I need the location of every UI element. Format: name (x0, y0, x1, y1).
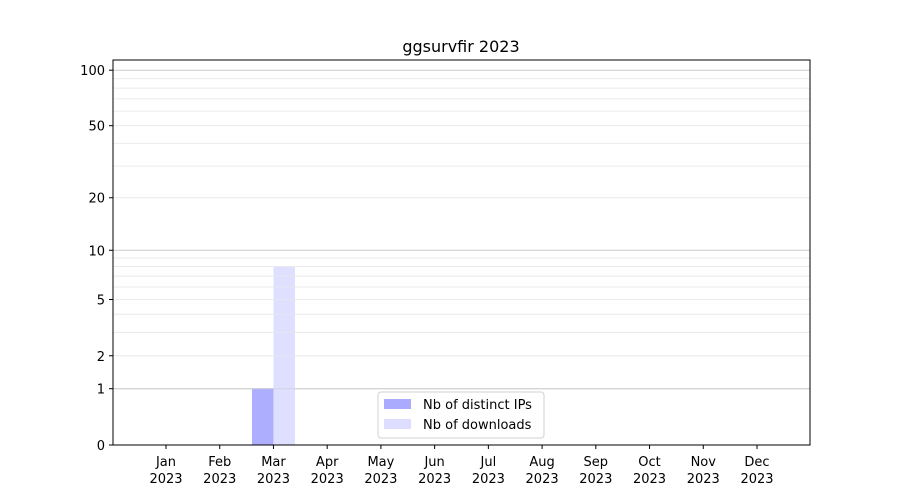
x-tick-label-month: Jun (423, 455, 444, 470)
x-tick-label-month: Mar (261, 455, 286, 470)
x-tick-label-month: Feb (208, 455, 231, 470)
x-tick-label-month: Sep (584, 455, 609, 470)
x-tick-label-month: Jul (480, 455, 497, 470)
y-tick-label: 1 (97, 383, 105, 398)
x-tick-label-year: 2023 (311, 472, 344, 487)
x-tick-label-year: 2023 (740, 472, 773, 487)
legend-box (377, 391, 545, 439)
y-tick-label: 0 (97, 439, 105, 454)
y-tick-label: 5 (97, 293, 105, 308)
x-tick-label-month: Nov (691, 455, 717, 470)
x-tick-label-year: 2023 (687, 472, 720, 487)
x-tick-label-year: 2023 (633, 472, 666, 487)
y-tick-label: 20 (88, 192, 105, 207)
plot-frame (112, 59, 811, 446)
x-axis: Jan 2023 Feb 2023 Mar 2023 Apr 2023 May 2023 Jun 20… (149, 445, 774, 487)
x-tick-label-year: 2023 (203, 472, 236, 487)
bar-distinct-ips (251, 388, 274, 445)
legend-label: Nb of distinct IPs (423, 398, 532, 413)
x-tick-label-year: 2023 (364, 472, 397, 487)
legend-swatch (384, 419, 411, 429)
y-axis: 0 1 2 5 10 20 50 100 (80, 64, 113, 454)
x-tick-label-year: 2023 (418, 472, 451, 487)
grid (113, 69, 810, 390)
x-tick-label-year: 2023 (526, 472, 559, 487)
x-tick-label-month: Apr (316, 455, 339, 470)
bars (113, 257, 810, 445)
y-tick-label: 2 (97, 350, 105, 365)
x-tick-label-year: 2023 (579, 472, 612, 487)
x-tick-label-month: Jan (155, 455, 176, 470)
x-tick-label-year: 2023 (472, 472, 505, 487)
legend: Nb of distinct IPs Nb of downloads (377, 391, 545, 439)
x-tick-label-year: 2023 (149, 472, 182, 487)
legend-label: Nb of downloads (423, 418, 532, 433)
y-tick-label: 10 (88, 244, 105, 259)
x-tick-label-month: Oct (638, 455, 660, 470)
y-tick-label: 100 (80, 64, 105, 79)
x-tick-label-month: May (367, 455, 394, 470)
x-tick-label-month: Aug (529, 455, 554, 470)
chart-title: ggsurvfir 2023 (402, 37, 519, 56)
x-tick-label-year: 2023 (257, 472, 290, 487)
y-tick-label: 50 (88, 120, 105, 135)
x-tick-label-month: Dec (744, 455, 769, 470)
legend-swatch (384, 399, 411, 409)
